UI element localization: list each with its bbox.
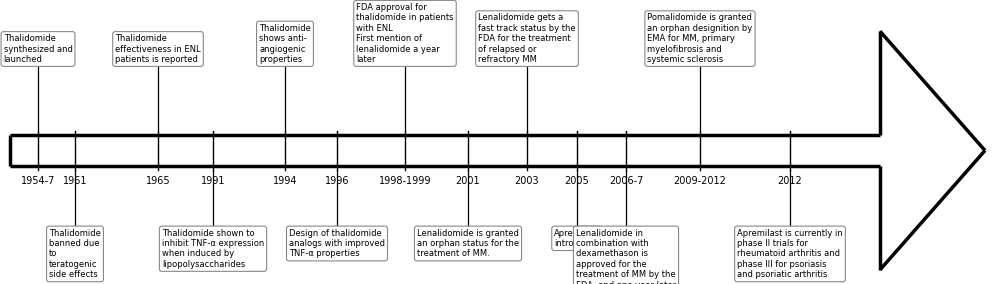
Text: 2003: 2003 xyxy=(515,176,539,186)
Text: FDA approval for
thalidomide in patients
with ENL
First mention of
lenalidomide : FDA approval for thalidomide in patients… xyxy=(356,3,454,64)
Text: 2001: 2001 xyxy=(456,176,480,186)
Text: 1954-7: 1954-7 xyxy=(21,176,55,186)
Text: Lenalidomide is granted
an orphan status for the
treatment of MM.: Lenalidomide is granted an orphan status… xyxy=(417,229,519,258)
Text: 2005: 2005 xyxy=(565,176,589,186)
Text: Thalidomide
synthesized and
launched: Thalidomide synthesized and launched xyxy=(4,34,72,64)
Text: 2006-7: 2006-7 xyxy=(609,176,643,186)
Text: 1998-1999: 1998-1999 xyxy=(379,176,431,186)
Text: Lenalidomide gets a
fast track status by the
FDA for the treatment
of relapsed o: Lenalidomide gets a fast track status by… xyxy=(478,13,576,64)
Text: Thalidomide
shows anti-
angiogenic
properties: Thalidomide shows anti- angiogenic prope… xyxy=(259,24,311,64)
Text: Pomalidomide is granted
an orphan designition by
EMA for MM, primary
myelofibros: Pomalidomide is granted an orphan design… xyxy=(647,13,753,64)
Text: 1991: 1991 xyxy=(201,176,225,186)
Text: 1996: 1996 xyxy=(325,176,349,186)
Text: Lenalidomide in
combination with
dexamethason is
approved for the
treatment of M: Lenalidomide in combination with dexamet… xyxy=(576,229,676,284)
Text: 2009-2012: 2009-2012 xyxy=(674,176,726,186)
Text: Apremilast
introduced: Apremilast introduced xyxy=(554,229,600,248)
Text: 1961: 1961 xyxy=(63,176,87,186)
Text: Apremilast is currently in
phase II trials for
rheumatoid arthritis and
phase II: Apremilast is currently in phase II tria… xyxy=(737,229,843,279)
Text: 2012: 2012 xyxy=(778,176,802,186)
Text: 1994: 1994 xyxy=(273,176,297,186)
Text: Design of thalidomide
analogs with improved
TNF-α properties: Design of thalidomide analogs with impro… xyxy=(289,229,385,258)
Text: Thalidomide shown to
inhibit TNF-α expression
when induced by
lipopolysaccharide: Thalidomide shown to inhibit TNF-α expre… xyxy=(162,229,264,269)
Text: Thalidomide
effectiveness in ENL
patients is reported: Thalidomide effectiveness in ENL patient… xyxy=(115,34,201,64)
Text: Thalidomide
banned due
to
teratogenic
side effects: Thalidomide banned due to teratogenic si… xyxy=(49,229,101,279)
Text: 1965: 1965 xyxy=(146,176,170,186)
